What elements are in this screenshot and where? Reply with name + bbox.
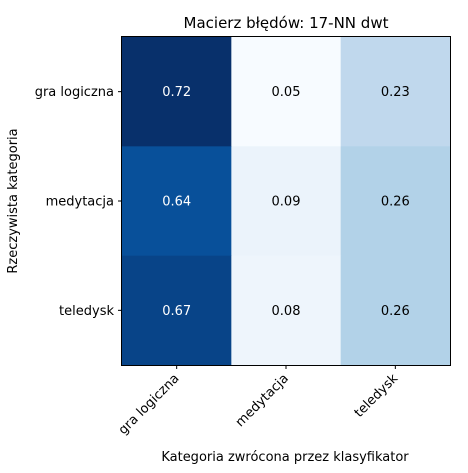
x-tick-label: gra logiczna — [116, 371, 183, 438]
x-axis-ticks: gra logiczna medytacja teledysk — [116, 365, 402, 438]
heatmap-cell-value: 0.26 — [381, 195, 410, 210]
y-axis-ticks: gra logiczna medytacja teledysk — [35, 85, 122, 319]
heatmap-cell — [340, 37, 451, 147]
heatmap-cell-value: 0.08 — [272, 304, 301, 319]
heatmap-cell-value: 0.09 — [272, 195, 301, 210]
chart-title: Macierz błędów: 17-NN dwt — [184, 14, 389, 32]
heatmap-cell-value: 0.72 — [162, 85, 191, 100]
y-tick-label: teledysk — [59, 304, 114, 319]
y-tick-label: medytacja — [46, 195, 114, 210]
heatmap-cell — [122, 146, 232, 257]
heatmap-cell-labels: 0.72 0.05 0.23 0.64 0.09 0.26 0.67 0.08 0.26 — [162, 85, 410, 319]
x-tick-label: teledysk — [352, 371, 402, 421]
heatmap-cell-value: 0.23 — [381, 85, 410, 100]
x-tick-label: medytacja — [233, 371, 292, 430]
y-tick-label: gra logiczna — [35, 85, 114, 100]
heatmap-cell-value: 0.26 — [381, 304, 410, 319]
x-axis-label: Kategoria zwrócona przez klasyfikator — [161, 450, 409, 465]
heatmap-cell — [231, 37, 342, 147]
heatmap-cell — [231, 146, 342, 257]
y-axis-label: Rzeczywista kategoria — [6, 128, 21, 273]
heatmap-cell-value: 0.05 — [272, 85, 301, 100]
heatmap-cells — [122, 37, 451, 366]
heatmap-cell — [122, 37, 232, 147]
heatmap-cell — [231, 255, 342, 366]
heatmap-cell — [340, 146, 451, 257]
heatmap-cell — [340, 255, 451, 366]
heatmap-cell-value: 0.67 — [162, 304, 191, 319]
heatmap-cell — [122, 255, 232, 366]
heatmap-cell-value: 0.64 — [162, 195, 191, 210]
